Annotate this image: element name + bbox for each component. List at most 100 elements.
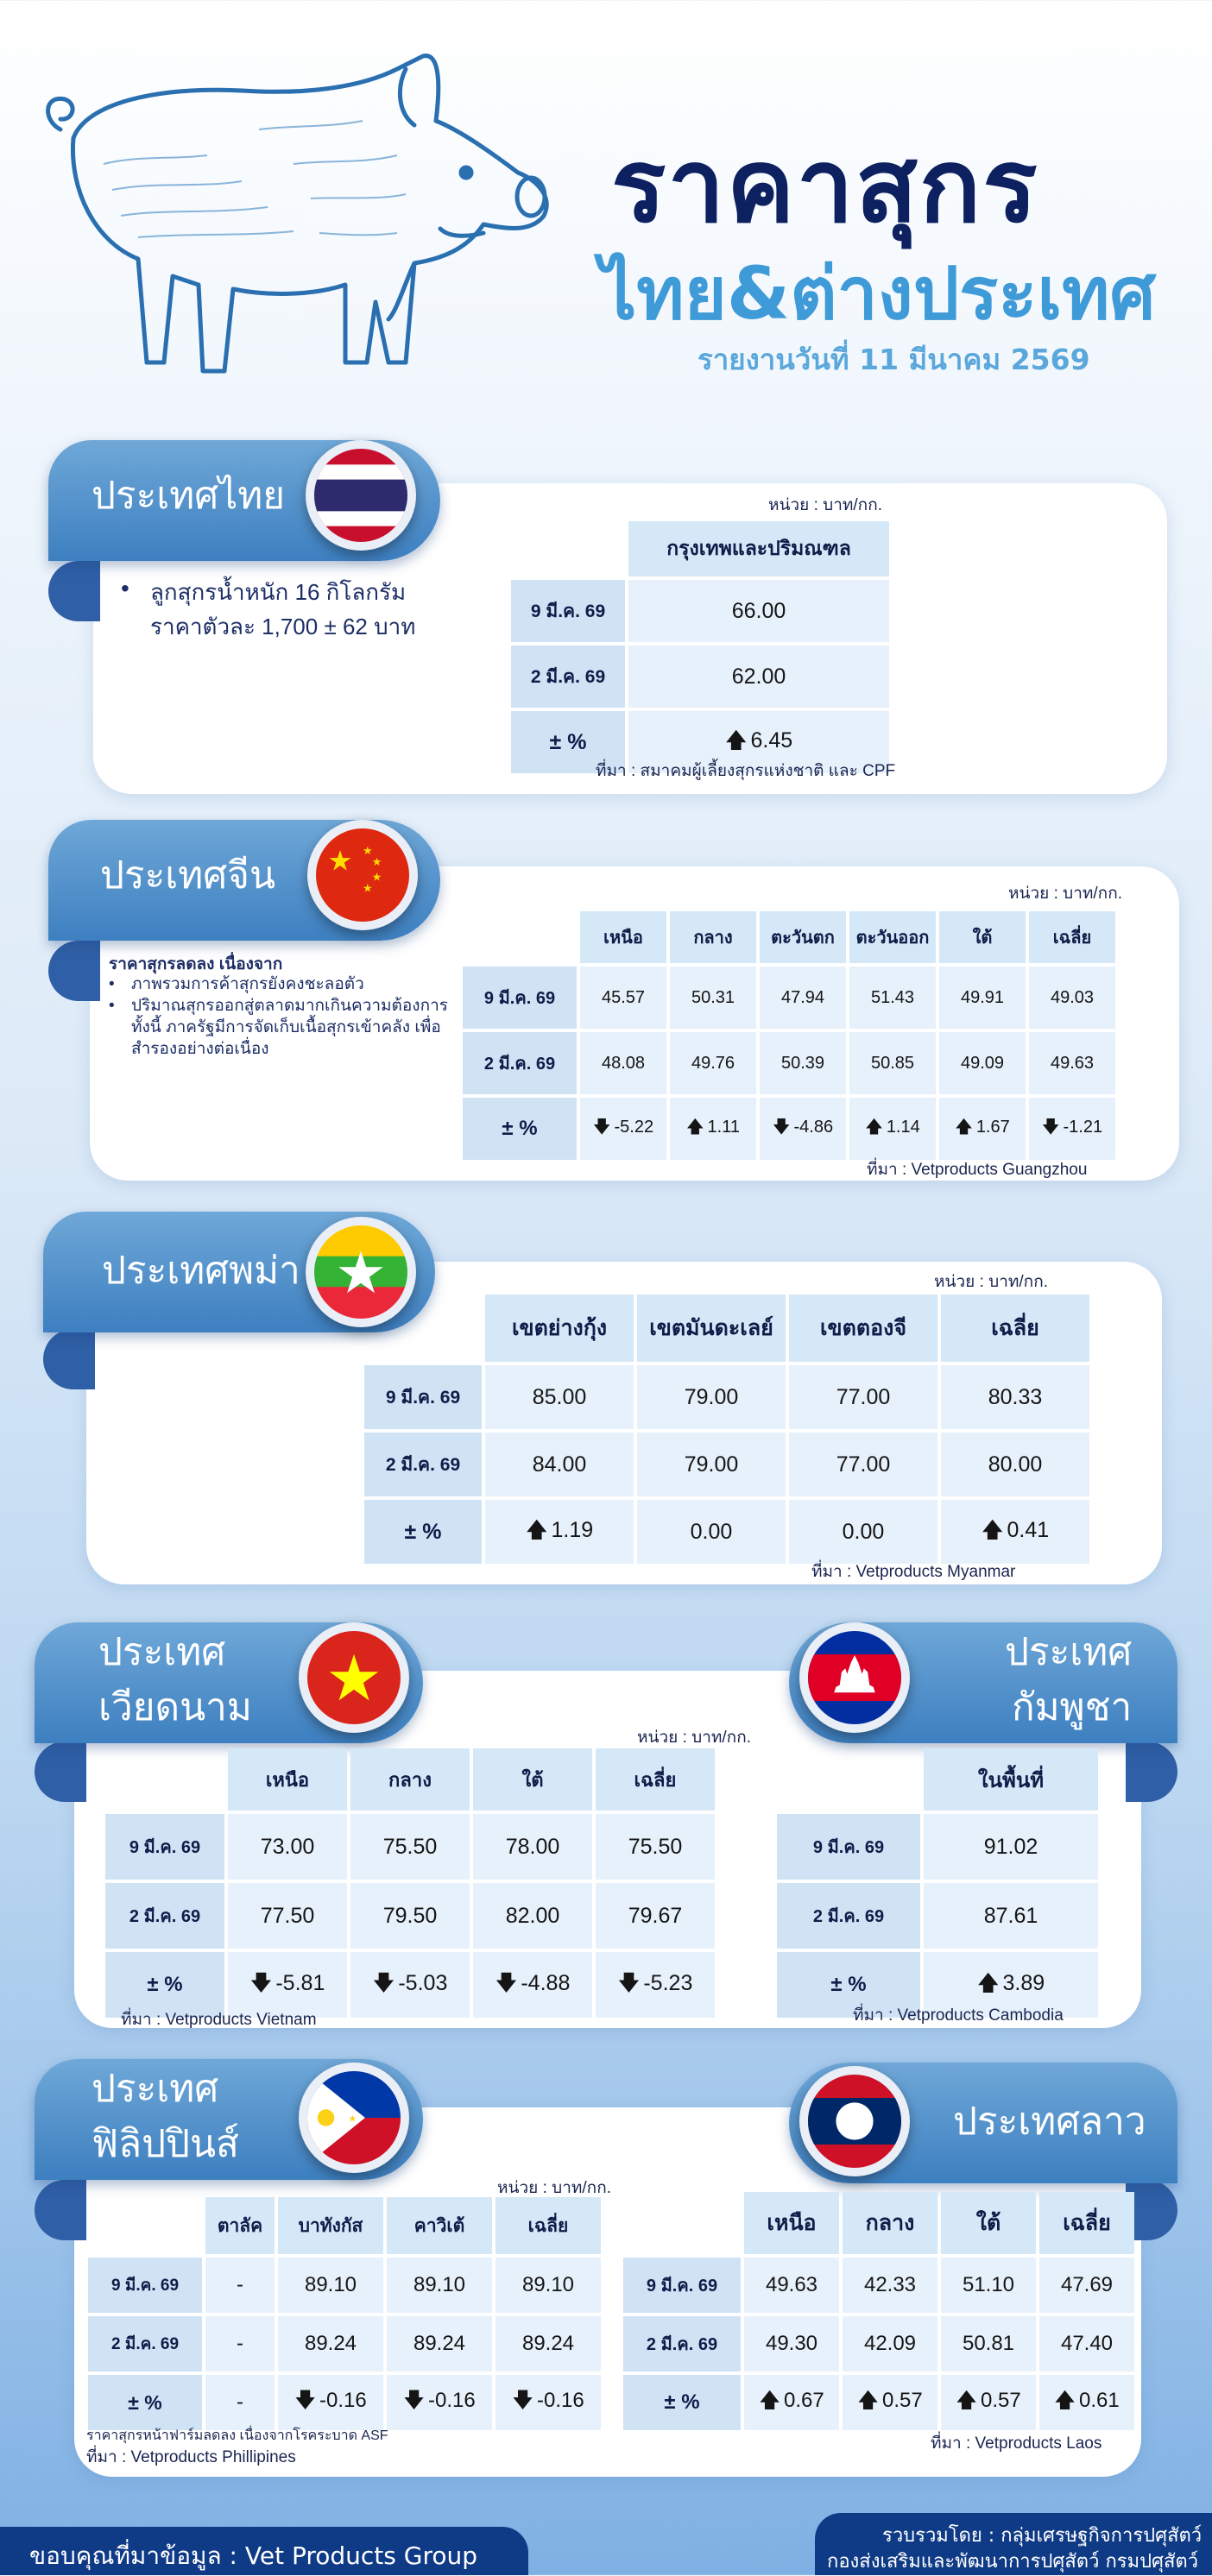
laos-source: ที่มา : Vetproducts Laos bbox=[931, 2434, 1102, 2453]
column-header: เฉลี่ย bbox=[1039, 2192, 1134, 2254]
china-note-item: ภาพรวมการค้าสุกรยังคงชะลอตัว bbox=[131, 975, 364, 993]
philippines-flag-icon: ★ ★ ★ bbox=[307, 2071, 401, 2164]
change-cell: 🡅 0.41 bbox=[941, 1500, 1089, 1564]
column-header: เฉลี่ย bbox=[596, 1748, 715, 1811]
column-header: ตาลัค bbox=[205, 2197, 275, 2254]
change-value: - bbox=[237, 2390, 243, 2414]
price-cell: 75.50 bbox=[596, 1814, 715, 1880]
price-cell: 47.40 bbox=[1039, 2316, 1134, 2371]
arrow-up-icon: 🡅 bbox=[525, 1517, 548, 1542]
table-row: 2 มี.ค. 69 84.00 79.00 77.00 80.00 bbox=[364, 1433, 1089, 1496]
thailand-bullet-dot: • bbox=[121, 575, 129, 601]
change-row: ± % 🡇 -5.22 🡅 1.11 🡇 -4.86 🡅 1.14 🡅 1.67 🡇 -1.21 bbox=[463, 1098, 1115, 1160]
china-note-list: • ภาพรวมการค้าสุกรยังคงชะลอตัว • ปริมาณส… bbox=[109, 973, 463, 1060]
change-cell: 🡅 6.45 bbox=[628, 711, 889, 773]
table-row: 2 มี.ค. 69 62.00 bbox=[511, 646, 889, 708]
change-value: -4.88 bbox=[521, 1970, 571, 1995]
table-header-row: กรุงเทพและปริมณฑล bbox=[511, 521, 889, 576]
change-cell: 🡇 -4.88 bbox=[473, 1952, 592, 2018]
table-row: 9 มี.ค. 69 45.57 50.31 47.94 51.43 49.91 49.03 bbox=[463, 967, 1115, 1029]
china-note-bullet: • bbox=[109, 975, 115, 993]
pig-illustration bbox=[46, 54, 549, 374]
svg-text:★: ★ bbox=[363, 845, 373, 858]
table-corner bbox=[88, 2197, 202, 2254]
arrow-up-icon: 🡅 bbox=[865, 1118, 883, 1137]
price-cell: 87.61 bbox=[924, 1883, 1098, 1949]
table-corner bbox=[364, 1294, 482, 1362]
column-header: เขตย่างกุ้ง bbox=[485, 1294, 634, 1362]
column-header: คาวิเต้ bbox=[387, 2197, 492, 2254]
arrow-up-icon: 🡅 bbox=[956, 2388, 977, 2412]
column-header: ใต้ bbox=[939, 911, 1026, 963]
change-value: 0.67 bbox=[783, 2388, 824, 2412]
price-cell: 51.43 bbox=[849, 967, 936, 1029]
svg-text:★: ★ bbox=[372, 871, 382, 884]
price-cell: 45.57 bbox=[580, 967, 666, 1029]
change-cell: 0.00 bbox=[637, 1500, 786, 1564]
table-header-row: ตาลัค บาทังกัส คาวิเต้ เฉลี่ย bbox=[88, 2197, 601, 2254]
footer-credit-line2: กองส่งเสริมและพัฒนาการปศุสัตว์ กรมปศุสัต… bbox=[827, 2551, 1199, 2573]
arrow-up-icon: 🡅 bbox=[976, 1970, 1000, 1995]
table-corner bbox=[623, 2192, 741, 2254]
arrow-down-icon: 🡇 bbox=[617, 1970, 641, 1995]
row-date-label: 2 มี.ค. 69 bbox=[364, 1433, 482, 1496]
change-value: 0.00 bbox=[690, 1519, 733, 1544]
change-cell: 🡅 3.89 bbox=[924, 1952, 1098, 2018]
change-cell: 🡅 1.67 bbox=[939, 1098, 1026, 1160]
svg-text:★: ★ bbox=[312, 2079, 321, 2090]
arrow-up-icon: 🡅 bbox=[981, 1517, 1004, 1542]
vietnam-name-line2: เวียดนาม bbox=[98, 1685, 252, 1729]
thailand-source: ที่มา : สมาคมผู้เลี้ยงสุกรแห่งชาติ และ C… bbox=[596, 762, 896, 780]
arrow-down-icon: 🡇 bbox=[372, 1970, 395, 1995]
price-cell: 47.94 bbox=[760, 967, 846, 1029]
change-cell: 🡅 1.14 bbox=[849, 1098, 936, 1160]
table-corner bbox=[777, 1748, 920, 1811]
footer-thanks: ขอบคุณที่มาข้อมูล : Vet Products Group bbox=[29, 2541, 478, 2570]
china-unit: หน่วย : บาท/กก. bbox=[1008, 885, 1122, 903]
page-title: ราคาสุกร bbox=[611, 126, 1039, 245]
report-date: รายงานวันที่ 11 มีนาคม 2569 bbox=[698, 343, 1090, 376]
row-change-label: ± % bbox=[463, 1098, 577, 1160]
column-header: เขตมันดะเลย์ bbox=[637, 1294, 786, 1362]
change-cell: 🡇 -5.81 bbox=[228, 1952, 347, 2018]
change-cell: 0.00 bbox=[789, 1500, 937, 1564]
change-value: -5.03 bbox=[398, 1970, 448, 1995]
price-cell: 91.02 bbox=[924, 1814, 1098, 1880]
price-cell: 82.00 bbox=[473, 1883, 592, 1949]
arrow-up-icon: 🡅 bbox=[685, 1118, 704, 1137]
cambodia-flag-icon bbox=[808, 1631, 901, 1724]
table-row: 2 มี.ค. 69-89.24 89.24 89.24 bbox=[88, 2316, 601, 2371]
footer-thanks-bar bbox=[0, 2527, 528, 2575]
price-cell: 79.67 bbox=[596, 1883, 715, 1949]
china-name: ประเทศจีน bbox=[100, 853, 276, 898]
table-row: 2 มี.ค. 69 87.61 bbox=[777, 1883, 1098, 1949]
price-cell: 49.76 bbox=[670, 1032, 756, 1094]
price-cell: 51.10 bbox=[941, 2258, 1036, 2313]
arrow-down-icon: 🡇 bbox=[249, 1970, 273, 1995]
change-row: ± % - 🡇 -0.16 🡇 -0.16 🡇 -0.16 bbox=[88, 2375, 601, 2430]
change-value: 0.61 bbox=[1078, 2388, 1120, 2412]
row-change-label: ± % bbox=[364, 1500, 482, 1564]
vietnam-flag-icon: ★ bbox=[307, 1631, 401, 1724]
change-cell: 🡅 1.11 bbox=[670, 1098, 756, 1160]
change-row: ± % 🡅 1.19 0.00 0.00 🡅 0.41 bbox=[364, 1500, 1089, 1564]
vietnam-name-line1: ประเทศ bbox=[98, 1630, 226, 1674]
change-value: 1.67 bbox=[975, 1118, 1010, 1137]
change-value: 1.14 bbox=[886, 1118, 920, 1137]
change-cell: 🡇 -0.16 bbox=[278, 2375, 383, 2430]
change-value: 0.57 bbox=[881, 2388, 923, 2412]
price-cell: 49.30 bbox=[744, 2316, 839, 2371]
china-flag-icon: ★ ★ ★ ★ ★ bbox=[316, 828, 409, 922]
change-cell: 🡇 -5.03 bbox=[350, 1952, 470, 2018]
arrow-down-icon: 🡇 bbox=[1041, 1118, 1060, 1137]
svg-text:★: ★ bbox=[312, 2146, 321, 2157]
column-header: เฉลี่ย bbox=[496, 2197, 601, 2254]
column-header: เหนือ bbox=[580, 911, 666, 963]
arrow-down-icon: 🡇 bbox=[294, 2388, 316, 2412]
change-cell: - bbox=[205, 2375, 275, 2430]
footer-credit-line1: รวบรวมโดย : กลุ่มเศรษฐกิจการปศุสัตว์ bbox=[882, 2525, 1203, 2547]
arrow-up-icon: 🡅 bbox=[1054, 2388, 1076, 2412]
price-cell: 73.00 bbox=[228, 1814, 347, 1880]
change-cell: 🡅 0.57 bbox=[843, 2375, 937, 2430]
thailand-flag-icon bbox=[314, 449, 407, 542]
